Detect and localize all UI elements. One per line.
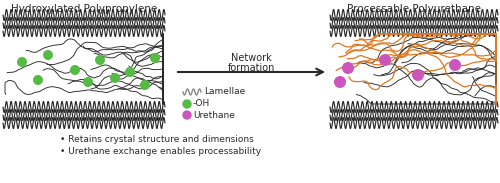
Circle shape [449, 59, 461, 71]
Text: Urethane: Urethane [193, 111, 235, 119]
Circle shape [140, 80, 150, 90]
Circle shape [33, 75, 43, 85]
Text: • Retains crystal structure and dimensions: • Retains crystal structure and dimensio… [60, 135, 254, 145]
Text: • Urethane exchange enables processability: • Urethane exchange enables processabili… [60, 147, 261, 156]
Circle shape [379, 54, 391, 66]
Text: -OH: -OH [193, 100, 210, 109]
Circle shape [17, 57, 27, 67]
Text: formation: formation [228, 63, 275, 73]
Circle shape [110, 73, 120, 83]
Circle shape [70, 65, 80, 75]
Circle shape [412, 69, 424, 81]
Circle shape [83, 77, 93, 87]
Circle shape [95, 55, 105, 65]
Circle shape [183, 111, 191, 119]
Text: Hydroxylated Polypropylene: Hydroxylated Polypropylene [11, 4, 157, 14]
Text: Processable Polyurethane: Processable Polyurethane [347, 4, 481, 14]
Text: Network: Network [231, 53, 272, 63]
Circle shape [334, 76, 346, 88]
Circle shape [342, 62, 354, 74]
Circle shape [150, 53, 160, 63]
Text: Lamellae: Lamellae [204, 87, 245, 96]
Circle shape [43, 50, 53, 60]
Circle shape [125, 67, 135, 77]
Circle shape [183, 100, 191, 108]
